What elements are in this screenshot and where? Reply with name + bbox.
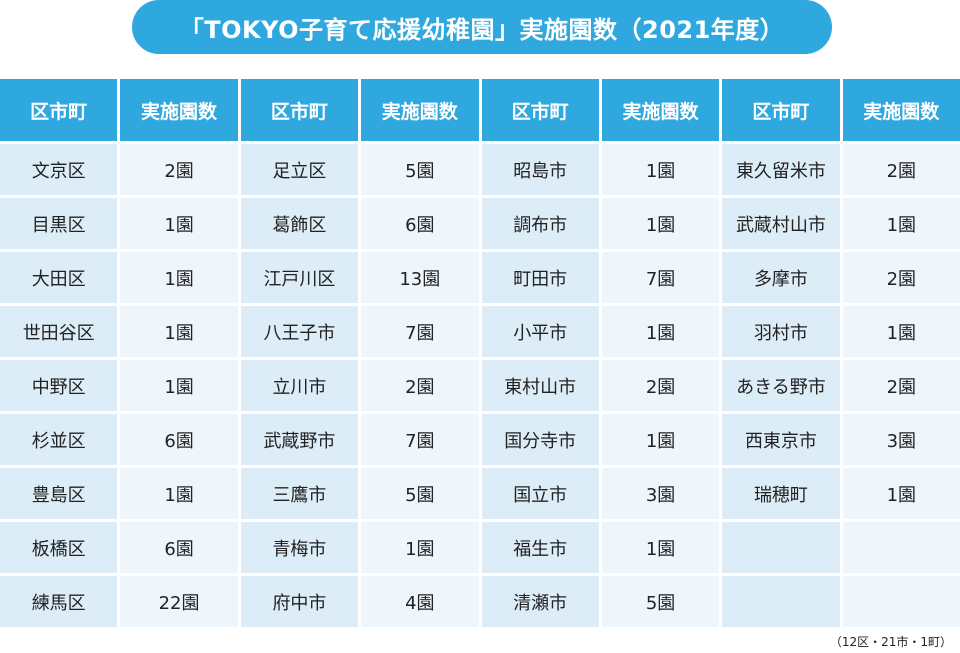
count-cell: 1園 [120, 468, 238, 519]
footnote: （12区・21市・1町） [829, 635, 952, 649]
column-header-count: 実施園数 [361, 79, 479, 141]
municipality-cell: 大田区 [0, 252, 118, 303]
municipality-cell: 八王子市 [240, 306, 359, 357]
table-row: 目黒区 1園 葛飾区 6園 調布市 1園 武蔵村山市 1園 [0, 198, 960, 249]
municipality-cell: 清瀬市 [481, 576, 599, 627]
municipality-cell: 国分寺市 [481, 414, 599, 465]
count-cell: 13園 [361, 252, 479, 303]
table-row: 板橋区 6園 青梅市 1園 福生市 1園 [0, 522, 960, 573]
municipality-cell: 葛飾区 [240, 198, 359, 249]
count-cell: 5園 [601, 576, 720, 627]
count-cell: 1園 [120, 252, 238, 303]
column-header-count: 実施園数 [120, 79, 238, 141]
municipality-cell: 目黒区 [0, 198, 118, 249]
count-cell: 1園 [842, 306, 960, 357]
count-cell: 1園 [120, 306, 238, 357]
facility-table: 区市町 実施園数 区市町 実施園数 区市町 実施園数 区市町 実施園数 文京区 2園 足立区 5園昭… [0, 76, 960, 630]
table-row: 文京区 2園 足立区 5園 昭島市 1園 東久留米市 2園 [0, 144, 960, 195]
count-cell: 5園 [361, 468, 479, 519]
municipality-cell: 昭島市 [481, 144, 599, 195]
count-cell: 1園 [842, 468, 960, 519]
table-header-row: 区市町 実施園数 区市町 実施園数 区市町 実施園数 区市町 実施園数 [0, 79, 960, 141]
table-row: 豊島区 1園 三鷹市 5園 国立市 3園 瑞穂町 1園 [0, 468, 960, 519]
table-row: 中野区 1園 立川市 2園 東村山市 2園 あきる野市 2園 [0, 360, 960, 411]
table-row: 大田区 1園 江戸川区 13園 町田市 7園 多摩市 2園 [0, 252, 960, 303]
municipality-cell: 文京区 [0, 144, 118, 195]
column-header-municipality: 区市町 [0, 79, 118, 141]
count-cell [842, 522, 960, 573]
municipality-cell: 世田谷区 [0, 306, 118, 357]
count-cell: 1園 [601, 144, 720, 195]
column-header-count: 実施園数 [842, 79, 960, 141]
municipality-cell: 瑞穂町 [722, 468, 840, 519]
count-cell: 6園 [361, 198, 479, 249]
municipality-cell: 立川市 [240, 360, 359, 411]
count-cell: 7園 [601, 252, 720, 303]
municipality-cell: 羽村市 [722, 306, 840, 357]
municipality-cell: 調布市 [481, 198, 599, 249]
table-row: 杉並区 6園 武蔵野市 7園 国分寺市 1園 西東京市 3園 [0, 414, 960, 465]
municipality-cell: 練馬区 [0, 576, 118, 627]
municipality-cell: 東久留米市 [722, 144, 840, 195]
page-title: 「TOKYO子育て応援幼稚園」実施園数（2021年度） [132, 0, 832, 54]
count-cell [842, 576, 960, 627]
count-cell: 2園 [842, 360, 960, 411]
count-cell: 3園 [842, 414, 960, 465]
column-header-municipality: 区市町 [722, 79, 840, 141]
municipality-cell: 国立市 [481, 468, 599, 519]
municipality-cell [722, 522, 840, 573]
municipality-cell: 小平市 [481, 306, 599, 357]
municipality-cell: 武蔵村山市 [722, 198, 840, 249]
municipality-cell: あきる野市 [722, 360, 840, 411]
municipality-cell: 板橋区 [0, 522, 118, 573]
count-cell: 7園 [361, 414, 479, 465]
column-header-count: 実施園数 [601, 79, 720, 141]
municipality-cell: 豊島区 [0, 468, 118, 519]
column-header-municipality: 区市町 [481, 79, 599, 141]
count-cell: 6園 [120, 414, 238, 465]
municipality-cell: 多摩市 [722, 252, 840, 303]
municipality-cell: 町田市 [481, 252, 599, 303]
table-row: 世田谷区 1園 八王子市 7園 小平市 1園 羽村市 1園 [0, 306, 960, 357]
count-cell: 5園 [361, 144, 479, 195]
municipality-cell: 武蔵野市 [240, 414, 359, 465]
count-cell: 1園 [601, 198, 720, 249]
count-cell: 1園 [361, 522, 479, 573]
count-cell: 7園 [361, 306, 479, 357]
count-cell: 1園 [601, 522, 720, 573]
count-cell: 1園 [120, 360, 238, 411]
municipality-cell [722, 576, 840, 627]
municipality-cell: 杉並区 [0, 414, 118, 465]
count-cell: 2園 [601, 360, 720, 411]
municipality-cell: 足立区 [240, 144, 359, 195]
facility-table-container: 区市町 実施園数 区市町 実施園数 区市町 実施園数 区市町 実施園数 文京区 2園 足立区 5園昭… [0, 76, 960, 630]
count-cell: 2園 [842, 144, 960, 195]
municipality-cell: 東村山市 [481, 360, 599, 411]
municipality-cell: 中野区 [0, 360, 118, 411]
count-cell: 2園 [361, 360, 479, 411]
count-cell: 1園 [601, 306, 720, 357]
count-cell: 22園 [120, 576, 238, 627]
count-cell: 1園 [601, 414, 720, 465]
count-cell: 2園 [120, 144, 238, 195]
municipality-cell: 府中市 [240, 576, 359, 627]
column-header-municipality: 区市町 [240, 79, 359, 141]
municipality-cell: 江戸川区 [240, 252, 359, 303]
table-body: 文京区 2園 足立区 5園 昭島市 1園 東久留米市 2園 目黒区 1園 葛飾区 6園 調布市 1園 武蔵村… [0, 144, 960, 627]
municipality-cell: 西東京市 [722, 414, 840, 465]
table-row: 練馬区 22園 府中市 4園 清瀬市 5園 [0, 576, 960, 627]
count-cell: 1園 [120, 198, 238, 249]
count-cell: 3園 [601, 468, 720, 519]
count-cell: 2園 [842, 252, 960, 303]
count-cell: 1園 [842, 198, 960, 249]
municipality-cell: 青梅市 [240, 522, 359, 573]
municipality-cell: 三鷹市 [240, 468, 359, 519]
municipality-cell: 福生市 [481, 522, 599, 573]
count-cell: 6園 [120, 522, 238, 573]
count-cell: 4園 [361, 576, 479, 627]
